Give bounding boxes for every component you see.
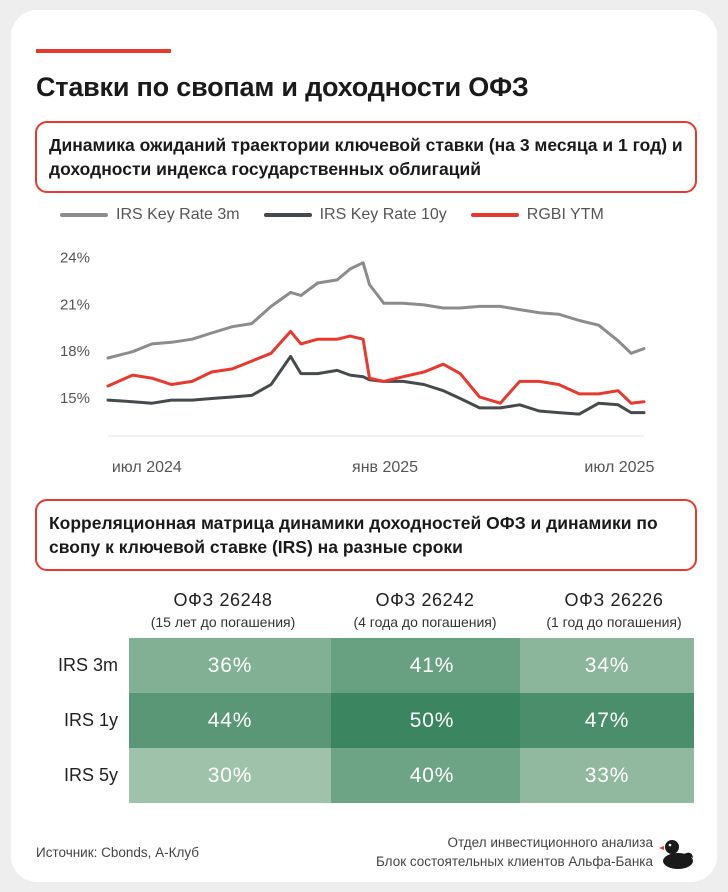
y-tick-label: 21% [60,296,90,313]
source-note: Источник: Cbonds, А-Клуб [36,845,200,860]
column-header: ОФЗ 26242 (4 года до погашения) [331,590,519,630]
x-tick-label: янв 2025 [352,459,418,476]
legend-item: IRS Key Rate 3m [60,206,240,224]
matrix-cell: 47% [520,693,694,748]
matrix-cell: 44% [129,693,331,748]
matrix-cell: 41% [331,638,533,693]
matrix-cell: 40% [331,748,533,803]
column-subtitle: (15 лет до погашения) [150,614,296,630]
line-chart: 24% 21% 18% 15% июл 2024 янв 2025 июл 2025 [60,249,655,476]
x-tick-label: июл 2025 [584,459,654,476]
legend-swatch [263,213,312,217]
series-line [106,354,646,416]
series-line [106,329,646,405]
legend-label: IRS Key Rate 10y [319,206,447,223]
series-line [106,261,646,360]
y-tick-label: 15% [60,390,90,407]
y-axis-ticks: 24% 21% 18% 15% [60,249,90,406]
department-line-1: Отдел инвестиционного анализа [447,835,653,850]
column-subtitle: (1 год до погашения) [546,614,682,630]
column-name: ОФЗ 26226 [564,590,664,610]
column-subtitle: (4 года до погашения) [353,614,497,630]
y-tick-label: 24% [60,249,90,266]
accent-line [36,49,171,53]
x-axis-ticks: июл 2024 янв 2025 июл 2025 [112,459,655,476]
matrix-section-title: Корреляционная матрица динамики доходнос… [35,499,697,571]
column-header: ОФЗ 26226 (1 год до погашения) [520,590,708,630]
matrix-cell: 36% [129,638,331,693]
legend-label: IRS Key Rate 3m [116,206,240,223]
legend-label: RGBI YTM [526,206,604,223]
y-tick-label: 18% [60,343,90,360]
column-name: ОФЗ 26248 [173,590,273,610]
legend-swatch [60,213,108,217]
matrix-cell: 34% [520,638,694,693]
legend-item: IRS Key Rate 10y [263,206,447,224]
matrix-cell: 33% [520,748,694,803]
legend-item: RGBI YTM [470,206,604,224]
x-tick-label: июл 2024 [112,459,182,476]
row-label: IRS 5y [63,765,118,785]
matrix-cell: 50% [331,693,533,748]
page-title: Ставки по свопам и доходности ОФЗ [36,72,529,102]
department-line-2: Блок состоятельных клиентов Альфа-Банка [375,854,653,869]
row-label: IRS 1y [63,710,118,730]
chart-legend: IRS Key Rate 3m IRS Key Rate 10y RGBI YTM [60,206,604,224]
department-credit: Отдел инвестиционного анализа Блок состо… [376,833,653,871]
matrix-cell: 30% [129,748,331,803]
column-header: ОФЗ 26248 (15 лет до погашения) [129,590,317,630]
chart-section-title: Динамика ожиданий траектории ключевой ст… [35,121,697,193]
duck-icon [659,840,693,869]
chart-series [106,261,646,416]
column-name: ОФЗ 26242 [375,590,475,610]
legend-swatch [470,213,519,217]
row-label: IRS 3m [57,655,118,675]
